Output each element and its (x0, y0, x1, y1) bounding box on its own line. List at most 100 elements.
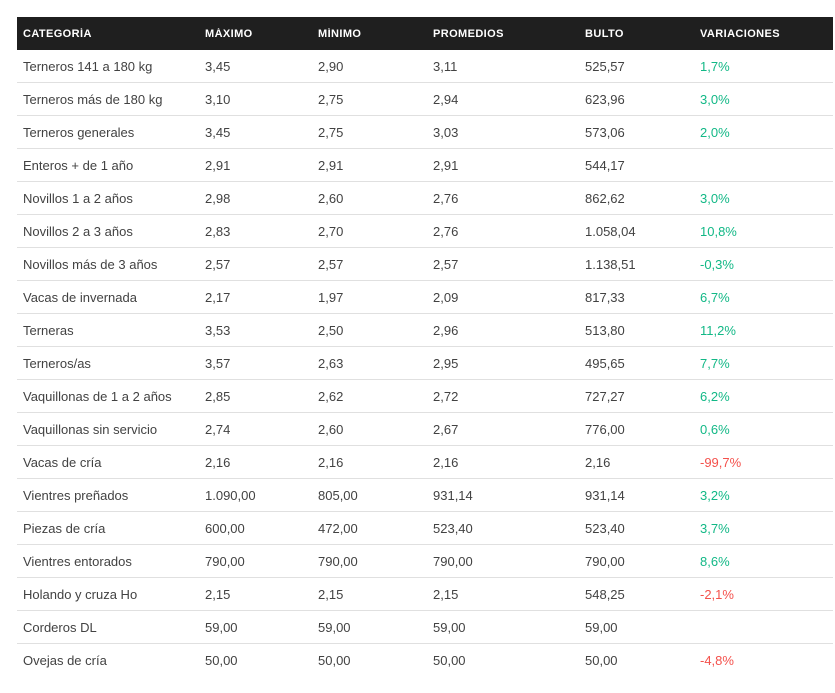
cell-bulto: 727,27 (585, 388, 625, 404)
row-category: Terneros/as (23, 355, 91, 371)
cell-minimo: 2,75 (318, 91, 344, 107)
cell-promedios: 2,16 (433, 454, 459, 470)
row-category: Terneros 141 a 180 kg (23, 58, 153, 74)
table-row: Piezas de cría 600,00 472,00 523,40 523,40 3,… (17, 512, 833, 545)
table-row: Vacas de invernada 2,17 1,97 2,09 817,33 6,7% (17, 281, 833, 314)
cell-variacion: 3,0% (700, 190, 730, 206)
cell-bulto: 525,57 (585, 58, 625, 74)
cell-minimo: 790,00 (318, 553, 358, 569)
table-row: Terneros 141 a 180 kg 3,45 2,90 3,11 525,57 1… (17, 50, 833, 83)
cell-promedios: 59,00 (433, 619, 466, 635)
row-category: Novillos más de 3 años (23, 256, 158, 272)
table-row: Vientres preñados 1.090,00 805,00 931,14 931… (17, 479, 833, 512)
row-category: Vientres preñados (23, 487, 129, 503)
row-category: Terneras (23, 322, 74, 338)
table-row: Enteros + de 1 año 2,91 2,91 2,91 544,17 (17, 149, 833, 182)
cell-promedios: 2,09 (433, 289, 459, 305)
cell-minimo: 2,70 (318, 223, 344, 239)
cell-bulto: 623,96 (585, 91, 625, 107)
cell-minimo: 2,90 (318, 58, 344, 74)
cell-variacion: -2,1% (700, 586, 734, 602)
row-category: Vaquillonas de 1 a 2 años (23, 388, 172, 404)
cell-maximo: 2,85 (205, 388, 231, 404)
cell-variacion: 2,0% (700, 124, 730, 140)
cell-maximo: 2,83 (205, 223, 231, 239)
row-category: Ovejas de cría (23, 653, 107, 668)
cell-minimo: 472,00 (318, 520, 358, 536)
table-row: Terneros más de 180 kg 3,10 2,75 2,94 623,96… (17, 83, 833, 116)
cell-maximo: 2,91 (205, 157, 231, 173)
cell-variacion: 3,7% (700, 520, 730, 536)
cell-promedios: 2,91 (433, 157, 459, 173)
cell-maximo: 2,98 (205, 190, 231, 206)
cell-promedios: 2,15 (433, 586, 459, 602)
table-row: Holando y cruza Ho 2,15 2,15 2,15 548,25 -2,1… (17, 578, 833, 611)
row-category: Vacas de invernada (23, 289, 137, 305)
cell-bulto: 573,06 (585, 124, 625, 140)
cell-bulto: 2,16 (585, 454, 611, 470)
cell-maximo: 2,57 (205, 256, 231, 272)
cell-bulto: 817,33 (585, 289, 625, 305)
cell-variacion: 7,7% (700, 355, 730, 371)
cell-bulto: 931,14 (585, 487, 625, 503)
column-header-categoria: CATEGORÍA (23, 27, 92, 40)
cell-maximo: 3,45 (205, 58, 231, 74)
cell-bulto: 548,25 (585, 586, 625, 602)
cell-maximo: 3,45 (205, 124, 231, 140)
cell-minimo: 2,63 (318, 355, 344, 371)
livestock-price-table: CATEGORÍA MÁXIMO MÍNIMO PROMEDIOS BULTO … (17, 17, 833, 677)
cell-variacion: 0,6% (700, 421, 730, 437)
table-row: Corderos DL 59,00 59,00 59,00 59,00 (17, 611, 833, 644)
column-header-promedios: PROMEDIOS (433, 27, 504, 40)
table-row: Terneros generales 3,45 2,75 3,03 573,06 2,0% (17, 116, 833, 149)
table-row: Vientres entorados 790,00 790,00 790,00 790,… (17, 545, 833, 578)
cell-minimo: 1,97 (318, 289, 344, 305)
cell-promedios: 2,67 (433, 421, 459, 437)
table-row: Vaquillonas sin servicio 2,74 2,60 2,67 776,… (17, 413, 833, 446)
cell-maximo: 59,00 (205, 619, 238, 635)
row-category: Vaquillonas sin servicio (23, 421, 158, 437)
cell-variacion: 10,8% (700, 223, 737, 239)
cell-maximo: 3,53 (205, 322, 231, 338)
cell-variacion: 6,7% (700, 289, 730, 305)
cell-bulto: 50,00 (585, 653, 618, 668)
row-category: Corderos DL (23, 619, 97, 635)
cell-maximo: 1.090,00 (205, 487, 256, 503)
table-body: Terneros 141 a 180 kg 3,45 2,90 3,11 525,57 1… (17, 50, 833, 677)
cell-minimo: 2,57 (318, 256, 344, 272)
cell-variacion: -4,8% (700, 653, 734, 668)
cell-bulto: 513,80 (585, 322, 625, 338)
cell-promedios: 523,40 (433, 520, 473, 536)
cell-minimo: 59,00 (318, 619, 351, 635)
table-row: Novillos 1 a 2 años 2,98 2,60 2,76 862,62 3,0… (17, 182, 833, 215)
row-category: Novillos 1 a 2 años (23, 190, 133, 206)
column-header-maximo: MÁXIMO (205, 27, 253, 40)
cell-bulto: 59,00 (585, 619, 618, 635)
row-category: Novillos 2 a 3 años (23, 223, 133, 239)
cell-variacion: -99,7% (700, 454, 742, 470)
cell-promedios: 2,96 (433, 322, 459, 338)
column-header-minimo: MÍNIMO (318, 27, 362, 40)
cell-variacion: -0,3% (700, 256, 734, 272)
cell-bulto: 1.058,04 (585, 223, 636, 239)
table-row: Terneras 3,53 2,50 2,96 513,80 11,2% (17, 314, 833, 347)
cell-minimo: 2,91 (318, 157, 344, 173)
cell-bulto: 790,00 (585, 553, 625, 569)
row-category: Vacas de cría (23, 454, 102, 470)
cell-variacion: 3,2% (700, 487, 730, 503)
cell-maximo: 2,74 (205, 421, 231, 437)
cell-maximo: 2,15 (205, 586, 231, 602)
row-category: Enteros + de 1 año (23, 157, 134, 173)
cell-bulto: 495,65 (585, 355, 625, 371)
cell-minimo: 2,60 (318, 190, 344, 206)
cell-bulto: 544,17 (585, 157, 625, 173)
row-category: Vientres entorados (23, 553, 132, 569)
cell-minimo: 805,00 (318, 487, 358, 503)
column-header-bulto: BULTO (585, 27, 624, 40)
cell-bulto: 1.138,51 (585, 256, 636, 272)
cell-promedios: 931,14 (433, 487, 473, 503)
cell-promedios: 2,57 (433, 256, 459, 272)
cell-maximo: 2,17 (205, 289, 231, 305)
cell-maximo: 50,00 (205, 653, 238, 668)
